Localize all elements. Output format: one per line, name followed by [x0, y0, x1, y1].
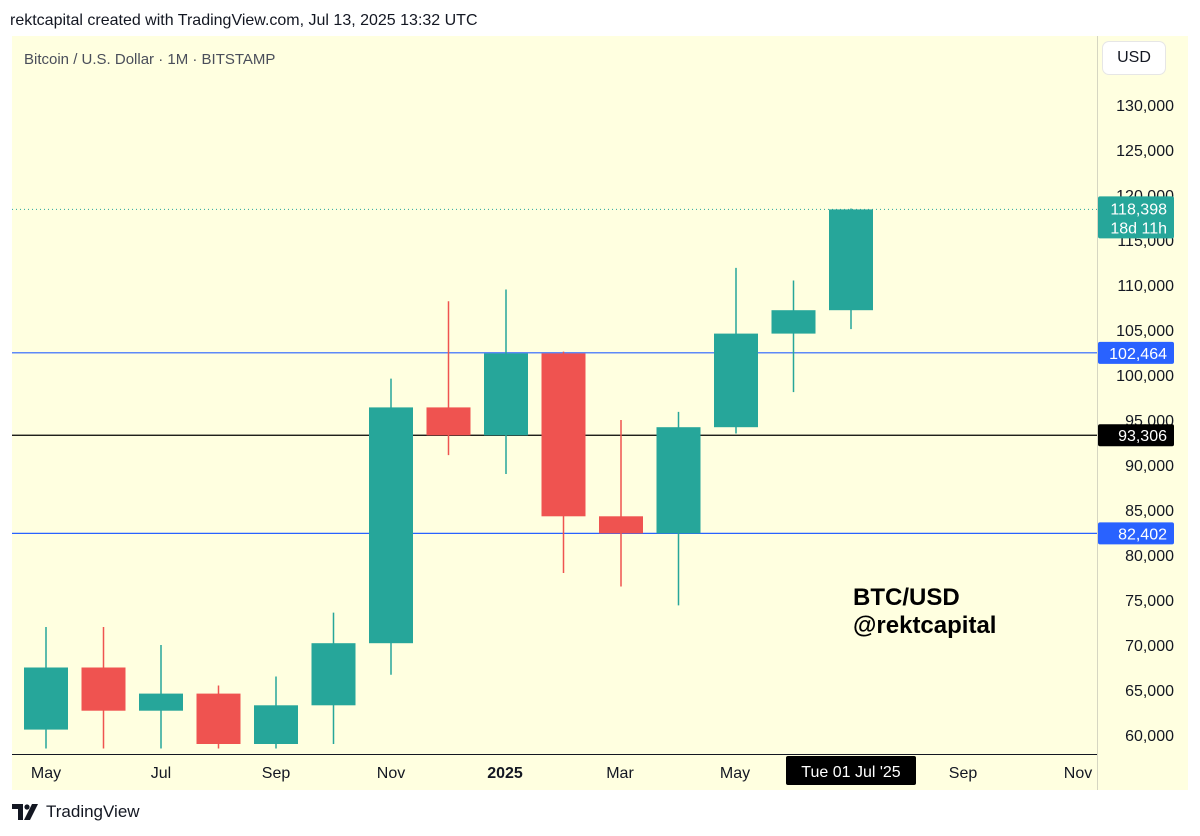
- tradingview-logo[interactable]: TradingView: [12, 802, 140, 822]
- candle-countdown-label: 18d 11h: [1110, 220, 1167, 237]
- candle-body: [139, 693, 183, 711]
- x-tick-label: Sep: [949, 765, 978, 782]
- symbol-title: Bitcoin / U.S. Dollar · 1M · BITSTAMP: [24, 51, 276, 68]
- y-tick-label: 125,000: [1116, 143, 1174, 160]
- x-tick-label: Sep: [262, 765, 291, 782]
- watermark-handle: @rektcapital: [853, 612, 997, 639]
- x-tick-label: 2025: [487, 765, 523, 782]
- candle-body: [196, 693, 241, 744]
- crosshair-date-box: [786, 756, 916, 785]
- time-axis-border: [12, 754, 1097, 755]
- y-tick-label: 65,000: [1125, 683, 1174, 700]
- price-level-tag: [1098, 522, 1174, 545]
- x-tick-label: Nov: [1064, 765, 1092, 782]
- candle-body: [656, 427, 701, 534]
- price-axis[interactable]: [1097, 36, 1188, 790]
- candle-body: [541, 353, 586, 517]
- plot-layer: [12, 208, 1097, 749]
- price-level-label: 102,464: [1109, 346, 1167, 363]
- candle-body: [829, 209, 873, 311]
- x-tick-label: Nov: [377, 765, 405, 782]
- candle-body: [254, 705, 298, 744]
- candle-body: [771, 310, 816, 334]
- watermark-text: BTC/USD @rektcapital: [853, 584, 996, 640]
- y-tick-label: 85,000: [1125, 503, 1174, 520]
- last-price-tag: [1098, 196, 1174, 239]
- candle-body: [484, 353, 528, 436]
- x-tick-label: Mar: [606, 765, 634, 782]
- watermark-pair: BTC/USD: [853, 584, 960, 611]
- x-tick-label: May: [31, 765, 61, 782]
- y-tick-label: 130,000: [1116, 98, 1174, 115]
- x-tick-label: Jul: [151, 765, 171, 782]
- tradingview-logo-icon: [12, 804, 38, 820]
- candle-body: [369, 407, 413, 644]
- last-price-label: 118,398: [1110, 201, 1167, 218]
- tradingview-logo-text: TradingView: [46, 802, 140, 821]
- candle-body: [426, 407, 471, 436]
- price-level-label: 93,306: [1118, 428, 1167, 445]
- time-axis[interactable]: [12, 754, 1097, 790]
- y-tick-label: 110,000: [1117, 278, 1174, 295]
- y-tick-label: 90,000: [1125, 458, 1174, 475]
- y-tick-label: 100,000: [1116, 368, 1174, 385]
- price-axis-border: [1097, 36, 1098, 790]
- candle-body: [599, 516, 643, 534]
- y-tick-label: 105,000: [1116, 323, 1174, 340]
- y-tick-label: 75,000: [1125, 593, 1174, 610]
- candle-body: [714, 333, 758, 428]
- candle-body: [81, 667, 126, 711]
- candle-body: [24, 667, 68, 730]
- y-tick-label: 80,000: [1125, 548, 1174, 565]
- currency-button[interactable]: USD: [1103, 42, 1165, 74]
- price-level-tag: [1098, 424, 1174, 447]
- chart-attribution: rektcapital created with TradingView.com…: [10, 12, 478, 29]
- price-level-tag: [1098, 341, 1174, 364]
- crosshair-date-label: Tue 01 Jul '25: [801, 764, 901, 781]
- price-level-label: 82,402: [1118, 526, 1167, 543]
- y-tick-label: 70,000: [1125, 638, 1174, 655]
- candle-body: [311, 643, 356, 706]
- y-tick-label: 60,000: [1125, 728, 1174, 745]
- x-tick-label: May: [720, 765, 750, 782]
